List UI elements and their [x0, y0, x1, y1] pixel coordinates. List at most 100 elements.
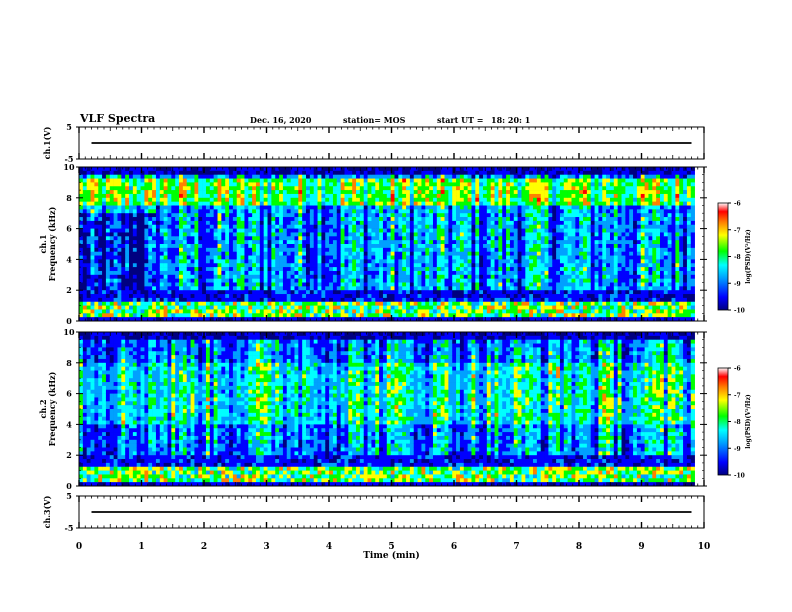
- spectrogram-cell: [236, 228, 241, 233]
- spectrogram-cell: [348, 244, 353, 249]
- spectrogram-cell: [409, 190, 415, 195]
- spectrogram-cell: [309, 193, 315, 199]
- spectrogram-cell: [494, 186, 499, 191]
- spectrogram-cell: [490, 267, 495, 272]
- spectrogram-cell: [486, 247, 491, 252]
- spectrogram-cell: [105, 205, 111, 210]
- spectrogram-cell: [456, 167, 461, 172]
- spectrogram-cell: [121, 274, 126, 279]
- spectrogram-cell: [271, 274, 276, 279]
- spectrogram-cell: [429, 167, 434, 172]
- spectrogram-cell: [336, 267, 341, 272]
- spectrogram-cell: [352, 290, 357, 295]
- spectrogram-cell: [406, 228, 411, 233]
- spectrogram-cell: [382, 244, 388, 249]
- spectrogram-cell: [348, 220, 353, 226]
- spectrogram-cell: [321, 209, 326, 214]
- spectrogram-cell: [225, 317, 230, 322]
- spectrogram-cell: [302, 278, 307, 283]
- spectrogram-cell: [232, 197, 238, 202]
- spectrogram-cell: [279, 251, 284, 256]
- spectrogram-cell: [79, 217, 84, 222]
- spectrogram-cell: [190, 224, 195, 229]
- spectrogram-cell: [232, 244, 238, 249]
- spectrogram-cell: [171, 251, 176, 256]
- spectrogram-cell: [244, 232, 249, 237]
- spectrogram-cell: [375, 282, 380, 287]
- spectrogram-cell: [225, 313, 230, 318]
- spectrogram-cell: [313, 236, 318, 241]
- spectrogram-cell: [332, 301, 338, 306]
- spectrogram-cell: [102, 305, 107, 310]
- spectrogram-cell: [502, 193, 507, 199]
- spectrogram-cell: [398, 167, 403, 172]
- spectrogram-cell: [452, 267, 457, 272]
- spectrogram-cell: [163, 317, 168, 322]
- spectrogram-cell: [533, 182, 538, 187]
- spectrogram-cell: [471, 205, 476, 210]
- spectrogram-cell: [105, 167, 111, 172]
- spectrogram-cell: [536, 236, 542, 241]
- spectrogram-cell: [548, 190, 553, 195]
- spectrogram-cell: [213, 201, 218, 206]
- spectrogram-cell: [79, 220, 84, 226]
- spectrogram-cell: [155, 297, 161, 303]
- spectrogram-cell: [167, 297, 172, 303]
- spectrogram-cell: [463, 274, 468, 279]
- spectrogram-cell: [406, 193, 411, 199]
- spectrogram-cell: [155, 313, 161, 318]
- spectrogram-cell: [313, 217, 318, 222]
- spectrogram-cell: [175, 263, 180, 268]
- spectrogram-cell: [452, 236, 457, 241]
- spectrogram-cell: [329, 317, 334, 322]
- spectrogram-cell: [513, 220, 518, 226]
- spectrogram-cell: [217, 297, 222, 303]
- spectrogram-cell: [313, 197, 318, 202]
- spectrogram-cell: [309, 305, 315, 310]
- spectrogram-cell: [379, 197, 384, 202]
- spectrogram-cell: [105, 217, 111, 222]
- spectrogram-cell: [286, 297, 291, 303]
- spectrogram-cell: [259, 209, 264, 214]
- spectrogram-cell: [140, 197, 145, 202]
- spectrogram-cell: [440, 274, 445, 279]
- spectrogram-cell: [290, 286, 295, 291]
- spectrogram-cell: [302, 294, 307, 299]
- spectrogram-cell: [252, 267, 257, 272]
- spectrogram-cell: [217, 278, 222, 283]
- spectrogram-cell: [486, 205, 491, 210]
- spectrogram-cell: [232, 274, 238, 279]
- spectrogram-cell: [252, 209, 257, 214]
- spectrogram-cell: [398, 244, 403, 249]
- spectrogram-cell: [494, 278, 499, 283]
- spectrogram-cell: [117, 301, 122, 306]
- spectrogram-cell: [432, 193, 438, 199]
- spectrogram-cell: [244, 186, 249, 191]
- spectrogram-cell: [406, 213, 411, 218]
- spectrogram-cell: [413, 309, 418, 314]
- spectrogram-cell: [321, 190, 326, 195]
- spectrogram-cell: [413, 244, 418, 249]
- spectrogram-cell: [113, 290, 118, 295]
- spectrogram-cell: [502, 236, 507, 241]
- spectrogram-cell: [371, 294, 376, 299]
- spectrogram-cell: [105, 201, 111, 206]
- spectrogram-cell: [521, 201, 526, 206]
- spectrogram-cell: [86, 232, 91, 237]
- spectrogram-cell: [506, 209, 511, 214]
- spectrogram-cell: [282, 259, 288, 264]
- spectrogram-cell: [475, 213, 480, 218]
- spectrogram-cell: [217, 274, 222, 279]
- spectrogram-cell: [440, 228, 445, 233]
- spectrogram-cell: [105, 251, 111, 256]
- spectrogram-cell: [421, 213, 426, 218]
- spectrogram-cell: [398, 197, 403, 202]
- spectrogram-cell: [279, 182, 284, 187]
- spectrogram-cell: [536, 170, 542, 175]
- spectrogram-cell: [421, 190, 426, 195]
- spectrogram-cell: [159, 259, 164, 264]
- spectrogram-cell: [121, 193, 126, 199]
- spectrogram-cell: [506, 286, 511, 291]
- spectrogram-cell: [302, 170, 307, 175]
- spectrogram-cell: [406, 294, 411, 299]
